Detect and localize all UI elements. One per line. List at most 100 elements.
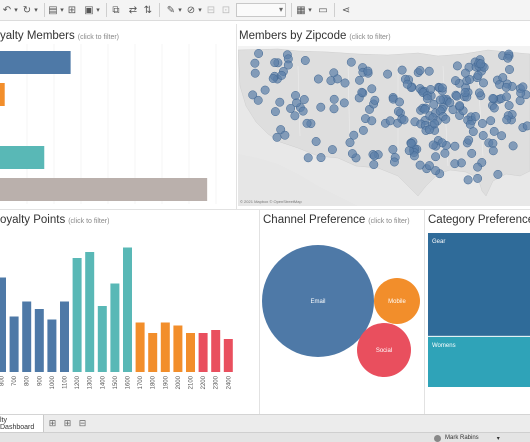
map-member-dot[interactable] — [349, 130, 359, 140]
members-bar[interactable] — [0, 51, 71, 74]
map-member-dot[interactable] — [502, 115, 512, 125]
map-member-dot[interactable] — [298, 106, 308, 116]
group-dropdown-icon[interactable]: ▾ — [198, 6, 202, 14]
points-bar[interactable] — [173, 325, 183, 373]
map-member-dot[interactable] — [489, 126, 499, 136]
map-member-dot[interactable] — [498, 73, 508, 83]
map-member-dot[interactable] — [388, 145, 398, 154]
map-member-dot[interactable] — [488, 93, 498, 103]
map-member-dot[interactable] — [409, 151, 419, 161]
map-member-dot[interactable] — [424, 66, 434, 76]
map-member-dot[interactable] — [313, 74, 323, 84]
map-member-dot[interactable] — [428, 140, 438, 150]
map-member-dot[interactable] — [397, 65, 407, 75]
map-member-dot[interactable] — [473, 173, 483, 183]
map-member-dot[interactable] — [473, 162, 483, 172]
channel-bubble[interactable] — [374, 278, 420, 324]
map-member-dot[interactable] — [268, 74, 278, 83]
clear-icon[interactable]: ⧉ — [112, 4, 120, 16]
map-member-dot[interactable] — [357, 87, 367, 97]
map-member-dot[interactable] — [515, 96, 525, 106]
members-bar[interactable] — [0, 178, 208, 201]
map-member-dot[interactable] — [450, 141, 460, 151]
map-member-dot[interactable] — [290, 111, 300, 121]
map-member-dot[interactable] — [505, 65, 514, 74]
map-member-dot[interactable] — [291, 91, 300, 100]
map-member-dot[interactable] — [395, 97, 404, 107]
map-member-dot[interactable] — [431, 152, 441, 162]
map-member-dot[interactable] — [355, 75, 364, 85]
fix-axes-icon[interactable]: ⊡ — [221, 4, 231, 16]
user-menu[interactable]: Mark Rabins ▾ — [434, 433, 500, 442]
map-member-dot[interactable] — [316, 102, 326, 112]
points-bar[interactable] — [72, 258, 82, 372]
map-member-dot[interactable] — [329, 94, 339, 104]
map-member-dot[interactable] — [429, 99, 439, 109]
map-member-dot[interactable] — [277, 70, 287, 80]
map-member-dot[interactable] — [300, 56, 310, 65]
map-member-dot[interactable] — [367, 84, 377, 94]
highlight-icon[interactable]: ✎ — [166, 4, 176, 16]
map-member-dot[interactable] — [327, 145, 337, 155]
map-member-dot[interactable] — [369, 160, 379, 170]
map-member-dot[interactable] — [438, 83, 447, 93]
channel-bubble[interactable] — [262, 245, 374, 357]
duplicate-icon[interactable]: ▣ — [84, 4, 94, 16]
map-member-dot[interactable] — [272, 132, 282, 142]
points-bar[interactable] — [223, 339, 233, 372]
map-member-dot[interactable] — [370, 95, 380, 105]
map-member-dot[interactable] — [471, 112, 480, 121]
map-member-dot[interactable] — [270, 58, 280, 68]
map-member-dot[interactable] — [508, 141, 518, 151]
points-bar[interactable] — [47, 319, 57, 373]
category-tile[interactable] — [428, 233, 530, 336]
datasource-dropdown-icon[interactable]: ▾ — [60, 6, 64, 14]
map-member-dot[interactable] — [479, 78, 488, 88]
points-bar[interactable] — [9, 316, 19, 373]
map-member-dot[interactable] — [250, 68, 260, 78]
map-member-dot[interactable] — [522, 121, 530, 131]
map-member-dot[interactable] — [460, 68, 470, 78]
map-member-dot[interactable] — [440, 148, 450, 158]
redo-icon[interactable]: ↻ — [22, 4, 32, 16]
tab-loyalty-dashboard[interactable]: lty Dashboard — [0, 415, 44, 432]
map-member-dot[interactable] — [420, 104, 430, 114]
map-member-dot[interactable] — [488, 146, 498, 156]
map-member-dot[interactable] — [489, 103, 499, 113]
map-member-dot[interactable] — [430, 119, 439, 129]
view-size-dropdown[interactable]: ▾ — [236, 3, 286, 17]
map-member-dot[interactable] — [415, 66, 425, 75]
map-member-dot[interactable] — [326, 76, 336, 86]
map-member-dot[interactable] — [424, 161, 434, 171]
map-member-dot[interactable] — [464, 135, 474, 145]
map-member-dot[interactable] — [260, 85, 270, 95]
map-member-dot[interactable] — [477, 119, 487, 128]
map-member-dot[interactable] — [286, 104, 296, 113]
new-worksheet-icon[interactable]: ⊞ — [48, 418, 57, 429]
map-member-dot[interactable] — [389, 157, 399, 167]
map-member-dot[interactable] — [358, 125, 368, 135]
map-member-dot[interactable] — [299, 95, 309, 104]
points-bar[interactable] — [198, 333, 208, 372]
new-story-icon[interactable]: ⊟ — [78, 418, 87, 429]
map-member-dot[interactable] — [292, 98, 301, 108]
members-bar[interactable] — [0, 146, 45, 169]
labels-icon[interactable]: ⊟ — [206, 4, 216, 16]
map-member-dot[interactable] — [250, 58, 260, 68]
map-member-dot[interactable] — [518, 82, 528, 92]
cards-dropdown-icon[interactable]: ▾ — [308, 6, 312, 14]
map-member-dot[interactable] — [502, 92, 511, 102]
map-member-dot[interactable] — [431, 166, 441, 176]
map-member-dot[interactable] — [406, 139, 416, 148]
map-member-dot[interactable] — [402, 79, 412, 89]
map-member-dot[interactable] — [497, 131, 507, 141]
swap-icon[interactable]: ⇄ — [128, 4, 138, 16]
points-bar[interactable] — [34, 309, 44, 372]
points-bar[interactable] — [97, 306, 107, 372]
channel-bubble[interactable] — [357, 323, 411, 377]
map-member-dot[interactable] — [399, 115, 409, 125]
map-member-dot[interactable] — [463, 175, 473, 185]
map-member-dot[interactable] — [493, 169, 503, 179]
points-bar[interactable] — [123, 247, 132, 373]
map-member-dot[interactable] — [478, 131, 488, 140]
